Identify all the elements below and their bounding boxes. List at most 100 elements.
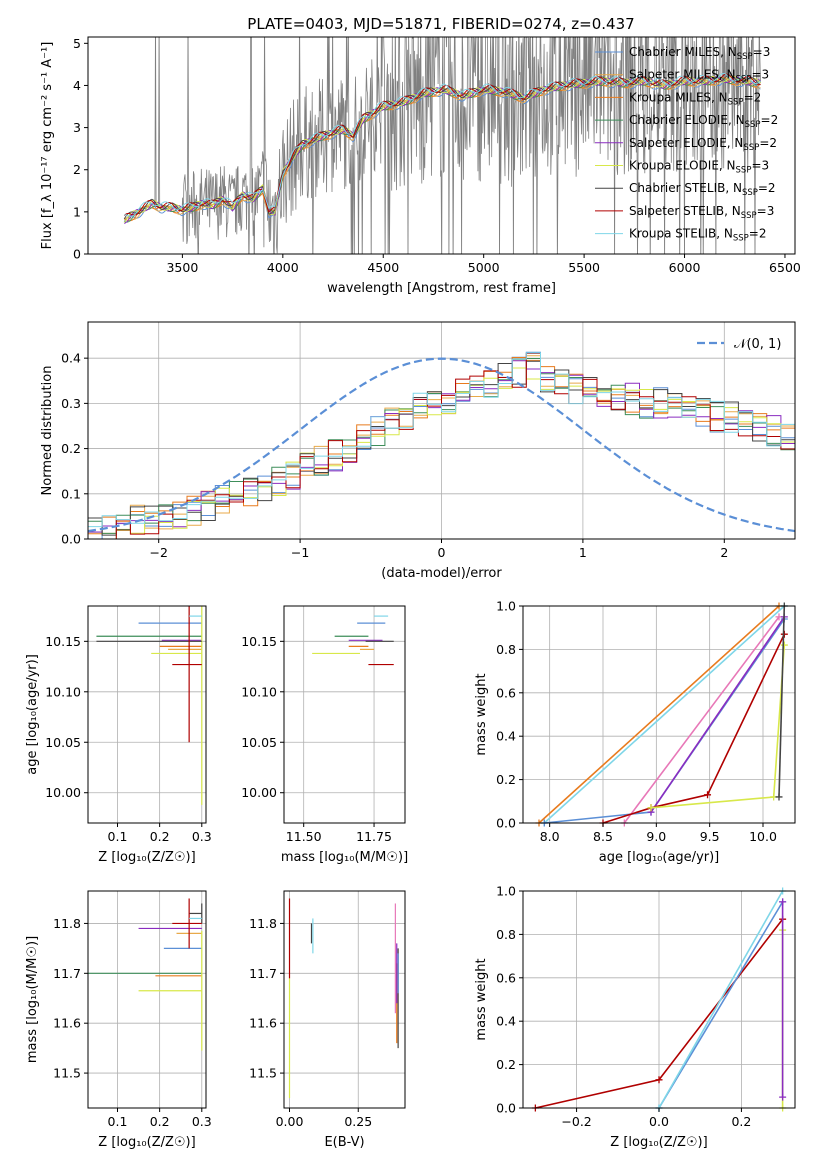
y-axis-label: mass [log₁₀(M/M☉)] bbox=[25, 936, 40, 1063]
normal-curve bbox=[88, 357, 795, 533]
y-tick-label: 0.2 bbox=[61, 441, 81, 456]
chart-panel-7: 0.00 0.25 11.5 11.6 11.7 11.8 E(B-V) bbox=[249, 890, 406, 1150]
legend-label: Kroupa STELIB, NSSP=2 bbox=[629, 227, 767, 244]
y-tick-label: 11.6 bbox=[53, 1016, 81, 1031]
x-tick-label: −0.2 bbox=[561, 1114, 591, 1129]
axes-frame bbox=[87, 36, 796, 255]
y-tick-label: 0.6 bbox=[496, 970, 516, 985]
residual-histogram bbox=[88, 360, 795, 536]
legend-label: Chabrier STELIB, NSSP=2 bbox=[629, 181, 776, 198]
x-tick-label: 0 bbox=[438, 545, 446, 560]
chart-panel-4: 11.50 11.75 10.00 10.05 10.10 10.15 mass [log₁… bbox=[241, 605, 408, 865]
x-tick-label: 0.2 bbox=[150, 1114, 170, 1129]
y-tick-label: 11.8 bbox=[53, 916, 81, 931]
x-tick-label: 9.0 bbox=[646, 829, 666, 844]
y-tick-label: 5 bbox=[73, 36, 81, 51]
x-axis-label: age [log₁₀(age/yr)] bbox=[599, 850, 720, 865]
x-axis-label: Z [log₁₀(Z/Z☉)] bbox=[98, 1135, 195, 1150]
y-tick-label: 4 bbox=[73, 78, 81, 93]
y-tick-label: 10.15 bbox=[45, 634, 81, 649]
x-tick-label: 6500 bbox=[769, 260, 801, 275]
y-tick-label: 1 bbox=[73, 204, 81, 219]
x-tick-label: 4000 bbox=[267, 260, 299, 275]
error-bars bbox=[288, 898, 399, 1099]
x-tick-label: 11.50 bbox=[286, 829, 322, 844]
y-axis-label: Flux [f_λ 10⁻¹⁷ erg cm⁻² s⁻¹ A⁻¹] bbox=[40, 42, 55, 250]
x-axis-label: wavelength [Angstrom, rest frame] bbox=[327, 281, 556, 296]
y-tick-label: 11.7 bbox=[53, 966, 81, 981]
residual-histogram bbox=[88, 352, 795, 528]
model-spectrum bbox=[123, 74, 761, 220]
model-spectrum bbox=[124, 72, 761, 217]
x-tick-label: 0.1 bbox=[108, 829, 128, 844]
y-tick-label: 0.2 bbox=[496, 772, 516, 787]
y-tick-label: 11.6 bbox=[249, 1016, 277, 1031]
legend-label: 𝒩(0, 1) bbox=[734, 337, 781, 352]
x-tick-label: 6000 bbox=[669, 260, 701, 275]
legend-label: Kroupa MILES, NSSP=2 bbox=[629, 90, 761, 107]
y-tick-label: 11.5 bbox=[53, 1066, 81, 1081]
histograms bbox=[88, 351, 795, 539]
y-tick-label: 0.1 bbox=[61, 486, 81, 501]
legend-label: Salpeter ELODIE, NSSP=2 bbox=[629, 136, 777, 153]
x-axis-label: Z [log₁₀(Z/Z☉)] bbox=[610, 1135, 707, 1150]
chart-panel-6: 0.1 0.2 0.3 11.5 11.6 11.7 11.8 Z [log₁₀(Z/Z☉)]… bbox=[25, 890, 212, 1150]
axes-frame bbox=[283, 890, 406, 1109]
model-spectrum bbox=[123, 73, 761, 216]
legend-label: Salpeter STELIB, NSSP=3 bbox=[629, 204, 774, 221]
x-tick-label: 0.0 bbox=[649, 1114, 669, 1129]
legend-label: Chabrier MILES, NSSP=3 bbox=[629, 45, 770, 62]
x-axis-label: Z [log₁₀(Z/Z☉)] bbox=[98, 850, 195, 865]
y-tick-label: 0.3 bbox=[61, 396, 81, 411]
residual-histogram bbox=[88, 351, 795, 539]
y-axis-label: mass weight bbox=[474, 958, 489, 1040]
x-axis-label: mass [log₁₀(M/M☉)] bbox=[281, 850, 408, 865]
x-tick-label: 0.2 bbox=[731, 1114, 751, 1129]
weight-marker bbox=[775, 793, 783, 801]
chart-panel-1: Chabrier MILES, NSSP=3 Salpeter MILES, NS… bbox=[40, 36, 801, 296]
legend-label: Kroupa ELODIE, NSSP=3 bbox=[629, 159, 769, 176]
y-tick-label: 11.5 bbox=[249, 1066, 277, 1081]
weight-line bbox=[623, 616, 780, 824]
x-tick-label: 0.3 bbox=[192, 829, 212, 844]
y-tick-label: 0.8 bbox=[496, 642, 516, 657]
x-tick-label: 0.25 bbox=[344, 1114, 372, 1129]
weight-line bbox=[650, 616, 785, 813]
y-tick-label: 0 bbox=[73, 247, 81, 262]
axes-frame bbox=[522, 605, 796, 824]
weight-line bbox=[602, 633, 786, 824]
y-tick-label: 0.4 bbox=[61, 351, 81, 366]
axes-frame bbox=[87, 890, 207, 1109]
axes-frame bbox=[283, 605, 406, 824]
chart-panel-8: −0.2 0.0 0.2 0.0 0.2 0.4 0.6 0.8 1.0 Z [log₁₀(Z/Z… bbox=[474, 884, 796, 1150]
x-tick-label: 3500 bbox=[166, 260, 198, 275]
legend-label: Salpeter MILES, NSSP=3 bbox=[629, 68, 769, 85]
y-tick-label: 10.10 bbox=[45, 684, 81, 699]
weight-marker bbox=[704, 791, 712, 799]
x-tick-label: 0.3 bbox=[192, 1114, 212, 1129]
y-tick-label: 11.7 bbox=[249, 966, 277, 981]
weight-marker bbox=[779, 1093, 787, 1101]
y-tick-label: 0.4 bbox=[496, 1014, 516, 1029]
x-tick-label: 0.1 bbox=[108, 1114, 128, 1129]
x-tick-label: 1 bbox=[579, 545, 587, 560]
chart-panel-2: 𝒩(0, 1) −2 −1 0 1 2 0.0 0.1 0.2 0.3 0.4 (data-model… bbox=[40, 321, 796, 581]
x-tick-label: 2 bbox=[720, 545, 728, 560]
observed-spectrum bbox=[123, 37, 761, 254]
y-tick-label: 11.8 bbox=[249, 916, 277, 931]
legend-label: Chabrier ELODIE, NSSP=2 bbox=[629, 113, 778, 130]
x-tick-label: −2 bbox=[149, 545, 167, 560]
x-tick-label: 4500 bbox=[367, 260, 399, 275]
y-tick-label: 10.10 bbox=[241, 684, 277, 699]
residual-histogram bbox=[88, 357, 795, 535]
x-tick-label: 11.75 bbox=[356, 829, 392, 844]
y-axis-label: mass weight bbox=[474, 673, 489, 755]
x-tick-label: 5000 bbox=[468, 260, 500, 275]
chart-panel-5: 8.0 8.5 9.0 9.5 10.0 0.0 0.2 0.4 0.6 0.8 1.0 age [l… bbox=[474, 599, 796, 865]
y-axis-label: Normed distribution bbox=[40, 366, 55, 496]
y-tick-label: 0.8 bbox=[496, 927, 516, 942]
weight-line bbox=[658, 901, 784, 1109]
x-axis-label: (data-model)/error bbox=[381, 566, 502, 581]
error-bars bbox=[88, 898, 203, 1051]
